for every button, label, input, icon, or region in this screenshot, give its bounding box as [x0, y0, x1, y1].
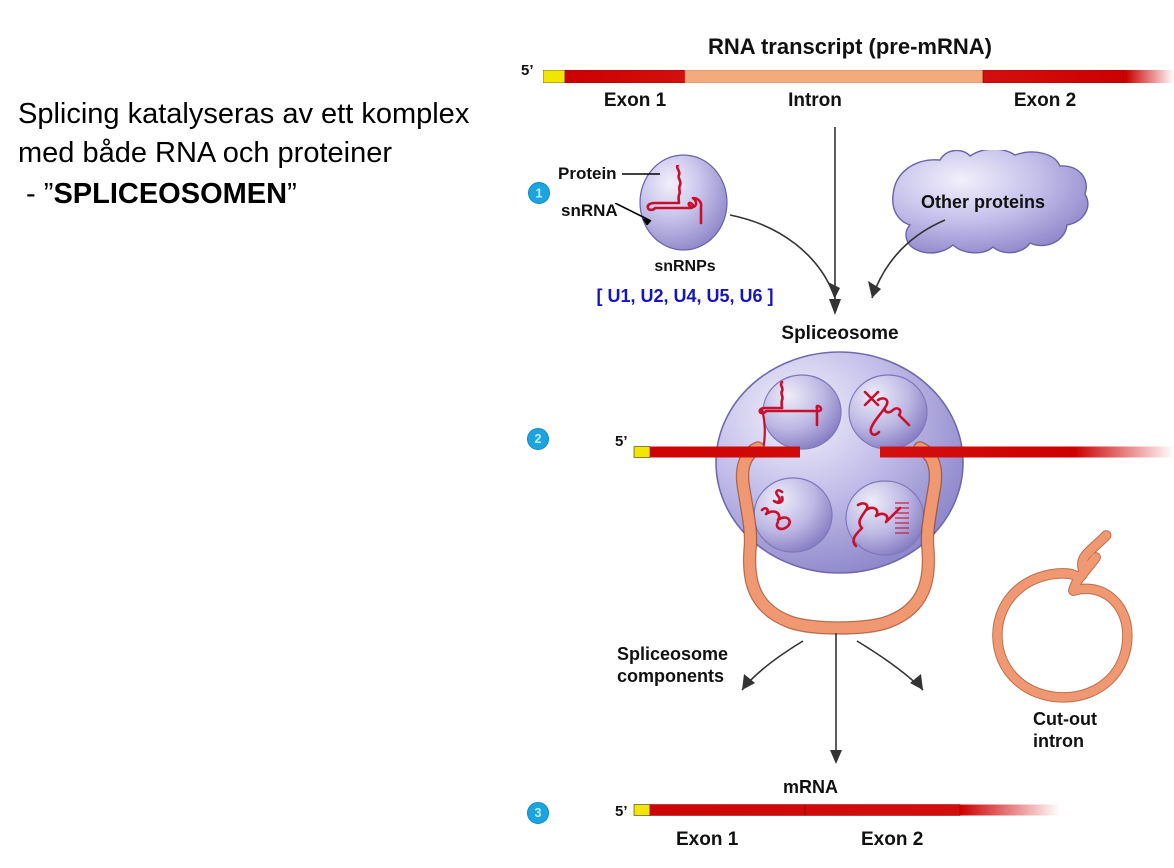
svg-text:Exon 2: Exon 2 [861, 829, 923, 850]
svg-text:components: components [617, 666, 724, 686]
svg-text:Exon 1: Exon 1 [676, 829, 739, 850]
svg-text:2: 2 [535, 432, 542, 446]
svg-text:3: 3 [535, 806, 542, 820]
svg-text:5’: 5’ [615, 433, 628, 450]
svg-text:intron: intron [1033, 731, 1084, 751]
svg-text:5’: 5’ [615, 803, 628, 820]
svg-text:mRNA: mRNA [783, 777, 838, 797]
svg-text:Spliceosome: Spliceosome [617, 644, 728, 664]
svg-text:Cut-out: Cut-out [1033, 709, 1097, 729]
